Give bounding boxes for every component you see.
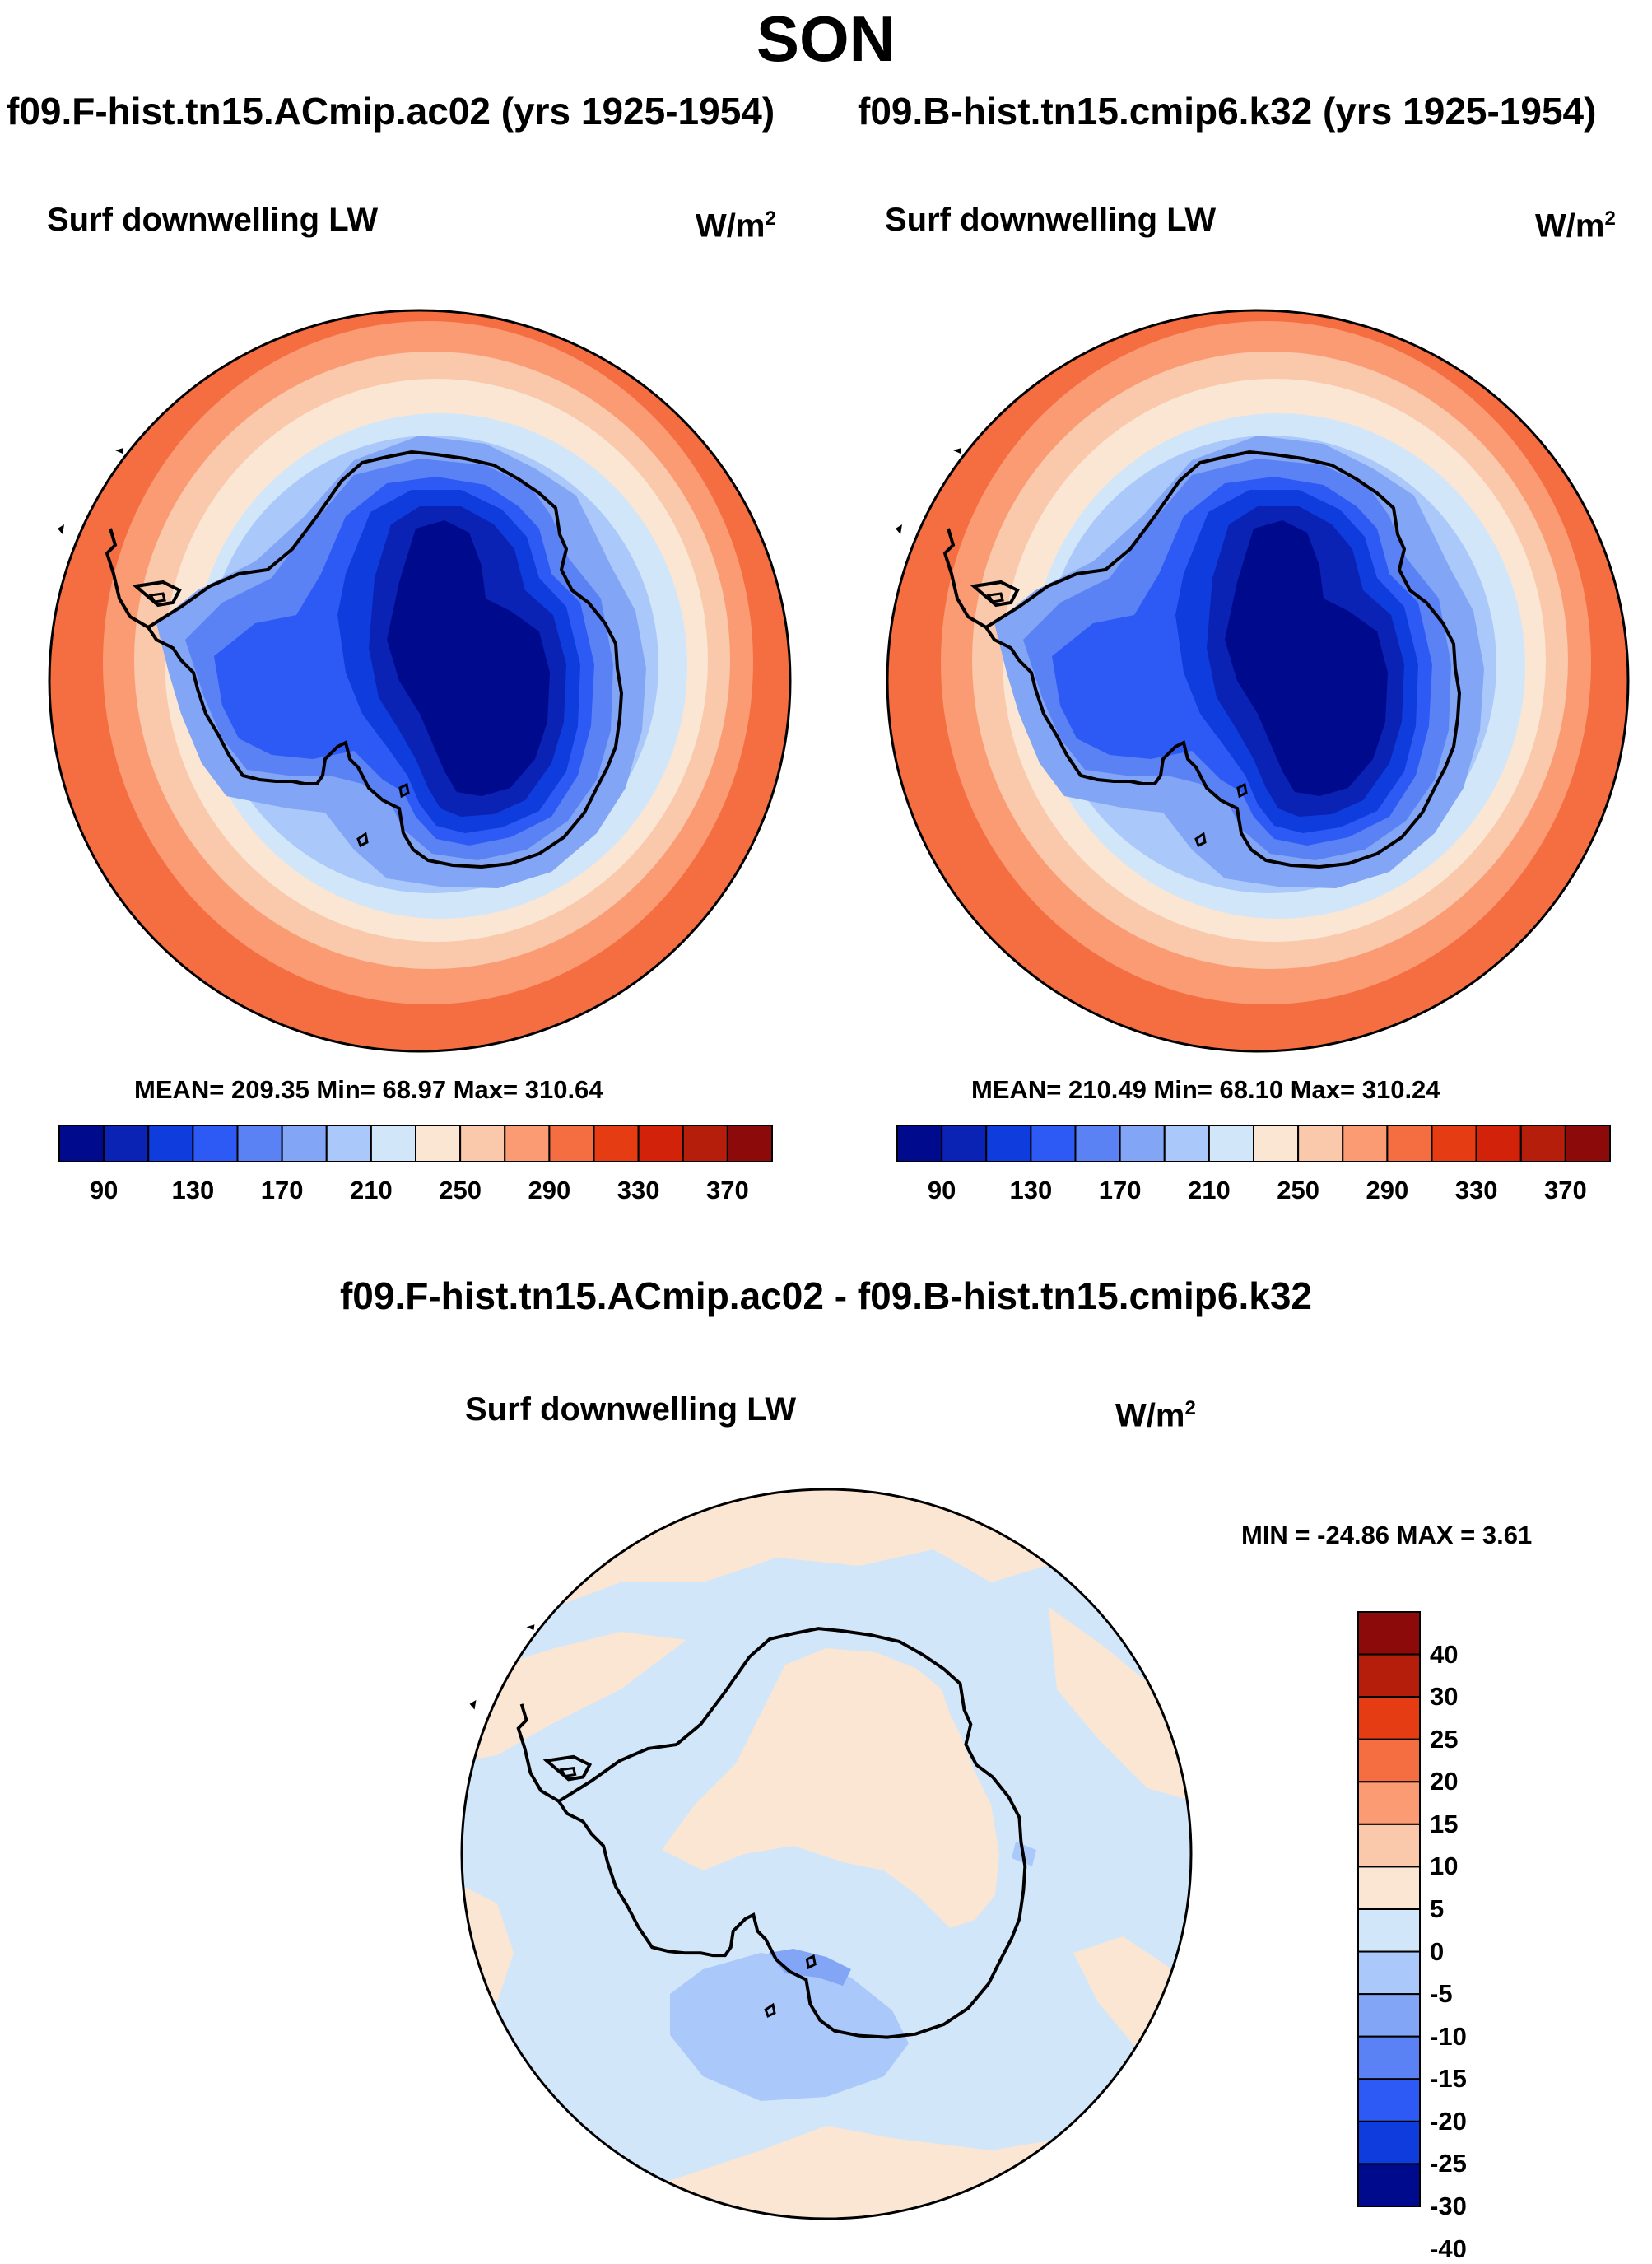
- colorbar-tick-label: 370: [706, 1176, 749, 1204]
- colorbar-tick-label: 250: [439, 1176, 482, 1204]
- colorbar-swatch: [1208, 1125, 1254, 1162]
- colorbar-swatch: [1357, 1950, 1421, 1996]
- panel-2-stats: MEAN= 210.49 Min= 68.10 Max= 310.24: [971, 1075, 1440, 1104]
- colorbar-tick-label: 290: [1366, 1176, 1409, 1204]
- colorbar-tick-label: -15: [1430, 2064, 1467, 2094]
- colorbar-swatch: [1564, 1125, 1611, 1162]
- colorbar-swatch: [1357, 1653, 1421, 1698]
- colorbar-tick-label: 290: [528, 1176, 571, 1204]
- colorbar-swatch: [1357, 1738, 1421, 1783]
- colorbar-tick-label: -40: [1430, 2234, 1467, 2263]
- colorbar-tick-label: 30: [1430, 1682, 1459, 1712]
- colorbar-swatch: [1119, 1125, 1166, 1162]
- colorbar-swatch: [896, 1125, 943, 1162]
- colorbar-swatch: [637, 1125, 684, 1162]
- figure-title: SON: [756, 2, 896, 75]
- difference-title: f09.F-hist.tn15.ACmip.ac02 - f09.B-hist.…: [339, 1274, 1313, 1317]
- panel-1-variable-label: Surf downwelling LW: [47, 202, 379, 238]
- colorbar-tick-label: -10: [1430, 2021, 1467, 2051]
- colorbar-swatch: [985, 1125, 1032, 1162]
- colorbar-tick-label: 330: [1454, 1176, 1498, 1204]
- colorbar-tick-label: 25: [1430, 1724, 1459, 1754]
- colorbar-swatch: [103, 1125, 150, 1162]
- panel-1-run-title: f09.F-hist.tn15.ACmip.ac02 (yrs 1925-195…: [7, 90, 775, 133]
- colorbar-panel-1: [58, 1125, 773, 1162]
- colorbar-swatch: [192, 1125, 239, 1162]
- colorbar-tick-label: -20: [1430, 2106, 1467, 2136]
- colorbar-tick-label: 15: [1430, 1809, 1459, 1838]
- colorbar-tick-label: -30: [1430, 2192, 1467, 2220]
- panel-1-stats: MEAN= 209.35 Min= 68.97 Max= 310.64: [134, 1075, 603, 1104]
- colorbar-swatch: [1357, 1908, 1421, 1953]
- colorbar-swatch: [1357, 2078, 1421, 2122]
- colorbar-tick-label: 130: [171, 1176, 215, 1204]
- colorbar-difference: [1357, 1611, 1421, 2207]
- colorbar-swatch: [1357, 1823, 1421, 1868]
- colorbar-panel-2: [896, 1125, 1611, 1162]
- colorbar-swatch: [1357, 1611, 1421, 1656]
- colorbar-swatch: [415, 1125, 462, 1162]
- map-panel-2: [886, 309, 1630, 1053]
- panel-2-variable-label: Surf downwelling LW: [885, 202, 1217, 238]
- colorbar-swatch: [1475, 1125, 1522, 1162]
- colorbar-swatch: [1357, 1781, 1421, 1825]
- colorbar-swatch: [1253, 1125, 1300, 1162]
- colorbar-tick-label: 10: [1430, 1852, 1459, 1881]
- colorbar-swatch: [548, 1125, 595, 1162]
- colorbar-tick-label: 250: [1277, 1176, 1319, 1204]
- panel-2-units: W/m2: [1535, 207, 1616, 245]
- map-panel-1: [48, 309, 792, 1053]
- colorbar-swatch: [1357, 1696, 1421, 1740]
- colorbar-swatch: [1431, 1125, 1477, 1162]
- colorbar-swatch: [1357, 2163, 1421, 2207]
- colorbar-swatch: [1357, 1993, 1421, 2038]
- colorbar-tick-label: 330: [617, 1176, 660, 1204]
- map-difference: [460, 1488, 1193, 2220]
- colorbar-swatch: [236, 1125, 283, 1162]
- difference-variable-label: Surf downwelling LW: [465, 1391, 797, 1428]
- colorbar-swatch: [593, 1125, 640, 1162]
- colorbar-swatch: [1357, 1866, 1421, 1910]
- colorbar-tick-label: 370: [1544, 1176, 1587, 1204]
- panel-1-units: W/m2: [696, 207, 776, 245]
- colorbar-swatch: [1519, 1125, 1566, 1162]
- colorbar-tick-label: 90: [927, 1176, 956, 1204]
- colorbar-swatch: [1342, 1125, 1389, 1162]
- map-1-boundary: [48, 309, 792, 1053]
- colorbar-swatch: [682, 1125, 728, 1162]
- colorbar-swatch: [1074, 1125, 1121, 1162]
- figure-canvas: [48, 309, 1630, 2220]
- colorbar-tick-label: 0: [1430, 1936, 1445, 1966]
- map-2-boundary: [886, 309, 1630, 1053]
- colorbar-tick-label: 170: [1098, 1176, 1142, 1204]
- difference-minmax: MIN = -24.86 MAX = 3.61: [1241, 1521, 1533, 1549]
- colorbar-swatch: [147, 1125, 194, 1162]
- colorbar-swatch: [1357, 2120, 1421, 2165]
- colorbar-tick-label: 210: [350, 1176, 393, 1204]
- colorbar-swatch: [1297, 1125, 1344, 1162]
- colorbar-swatch: [325, 1125, 372, 1162]
- colorbar-tick-label: 130: [1009, 1176, 1053, 1204]
- colorbar-swatch: [504, 1125, 551, 1162]
- colorbar-swatch: [1357, 2035, 1421, 2080]
- colorbar-tick-label: -25: [1430, 2149, 1467, 2178]
- colorbar-tick-label: 170: [260, 1176, 304, 1204]
- colorbar-swatch: [370, 1125, 416, 1162]
- colorbar-tick-label: 90: [89, 1176, 119, 1204]
- colorbar-tick-label: 210: [1188, 1176, 1231, 1204]
- colorbar-tick-label: 40: [1430, 1639, 1459, 1669]
- colorbar-swatch: [58, 1125, 105, 1162]
- colorbar-swatch: [941, 1125, 988, 1162]
- colorbar-swatch: [459, 1125, 506, 1162]
- colorbar-swatch: [726, 1125, 773, 1162]
- colorbar-swatch: [1386, 1125, 1433, 1162]
- colorbar-tick-label: 20: [1430, 1767, 1459, 1796]
- colorbar-tick-label: 5: [1430, 1894, 1445, 1923]
- colorbar-swatch: [1163, 1125, 1210, 1162]
- colorbar-swatch: [1030, 1125, 1077, 1162]
- difference-units: W/m2: [1115, 1397, 1196, 1434]
- panel-2-run-title: f09.B-hist.tn15.cmip6.k32 (yrs 1925-1954…: [858, 90, 1597, 133]
- colorbar-tick-label: -5: [1430, 1979, 1453, 2009]
- colorbar-swatch: [281, 1125, 328, 1162]
